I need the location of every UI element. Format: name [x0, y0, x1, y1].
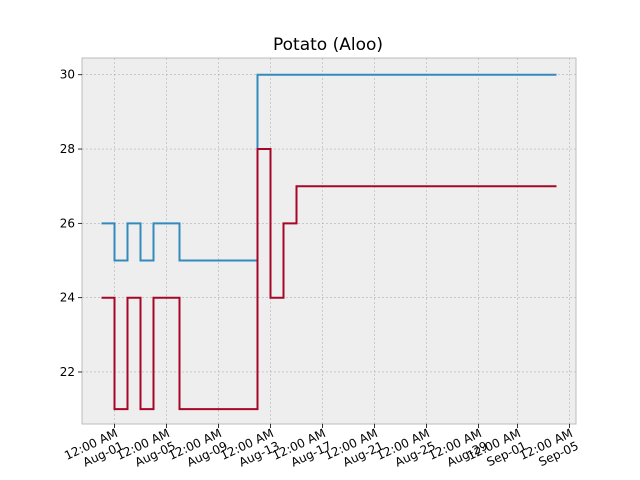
series-line-1: [101, 148, 557, 411]
y-tick-label: 26: [60, 216, 75, 230]
y-tick-label: 24: [60, 291, 75, 305]
chart-title: Potato (Aloo): [273, 35, 383, 55]
series-line-0: [101, 73, 557, 262]
y-tick-label: 28: [60, 142, 75, 156]
grid-lines: [82, 58, 576, 424]
y-tick-label: 22: [60, 365, 75, 379]
x-tick-label: 12:00 AMSep-05: [517, 426, 580, 475]
y-axis: 22 24 26 28 30: [60, 68, 82, 379]
plot-area: [81, 57, 577, 425]
y-tick-label: 30: [60, 68, 75, 82]
series-group: [101, 73, 557, 411]
